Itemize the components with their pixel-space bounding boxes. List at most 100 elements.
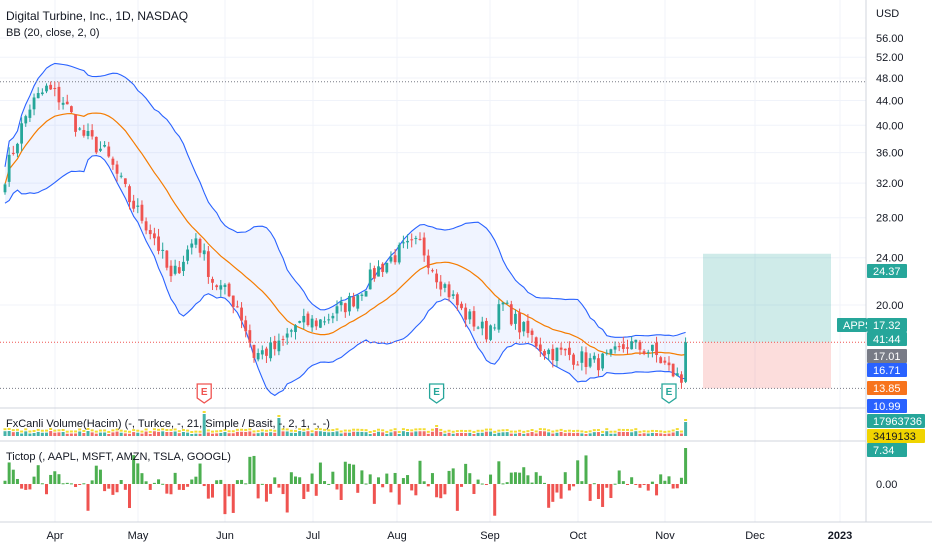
volume-bar <box>269 432 273 436</box>
time-tick-label: Nov <box>655 530 675 542</box>
volume-bar <box>302 431 306 436</box>
tictop-bar <box>559 484 563 499</box>
price-axis[interactable]: 56.00 52.00 48.00 44.00 40.00 36.00 32.00 28.00… <box>876 33 904 491</box>
candle-body <box>493 327 497 329</box>
candle-body <box>464 307 468 320</box>
candle-body <box>597 358 600 371</box>
volume-bar <box>148 433 152 436</box>
candle-body <box>468 311 472 320</box>
candle-body <box>119 175 123 177</box>
volume-bar <box>198 433 202 436</box>
tictop-bar <box>57 474 61 484</box>
price-tick-label: 20.00 <box>876 300 904 312</box>
tictop-bar <box>684 448 688 484</box>
candle-body <box>613 346 617 350</box>
volume-bar <box>663 433 667 436</box>
tictop-bar <box>140 473 144 484</box>
volume-ma-mark <box>148 430 152 433</box>
volume-ma-mark <box>592 429 596 432</box>
volume-bar <box>49 431 53 436</box>
candle-body <box>61 102 65 105</box>
candle-body <box>136 205 140 207</box>
tictop-bar <box>418 460 422 484</box>
volume-bar <box>547 432 551 436</box>
tictop-bar <box>294 476 297 484</box>
volume-bar <box>252 433 256 436</box>
tictop-bar <box>489 474 493 484</box>
price-badge: 17.01 <box>873 351 901 363</box>
volume-bar <box>650 432 654 436</box>
volume-bar <box>103 432 107 436</box>
volume-bar <box>289 432 293 436</box>
volume-bar <box>215 433 219 436</box>
volume-ma-mark <box>679 430 683 433</box>
candle-body <box>568 347 571 355</box>
candle-body <box>339 301 343 306</box>
volume-ma-mark <box>20 430 24 433</box>
price-badge-bg <box>867 318 907 332</box>
candle-body <box>680 374 683 383</box>
price-tick-label: 48.00 <box>876 73 904 85</box>
volume-bar <box>522 433 526 436</box>
volume-ma-mark <box>24 428 28 431</box>
tictop-bar <box>252 455 256 484</box>
tictop-bar <box>584 455 588 484</box>
tictop-bar <box>650 481 654 484</box>
candle-body <box>431 270 434 272</box>
volume-ma-mark <box>406 428 410 431</box>
volume-ma-mark <box>630 429 634 432</box>
tictop-bar <box>132 455 136 484</box>
volume-bar <box>144 431 148 436</box>
currency-label: USD <box>876 8 900 20</box>
volume-bar <box>613 433 617 436</box>
volume-bar <box>430 431 434 436</box>
earnings-marker: E <box>428 383 445 404</box>
tictop-bar <box>451 468 455 484</box>
volume-bar <box>464 433 468 436</box>
volume-ma-mark <box>123 430 127 433</box>
bb-legend: BB (20, close, 2, 0) <box>6 27 100 39</box>
tictop-bar <box>634 484 638 485</box>
volume-ma-mark <box>277 415 281 417</box>
candle-body <box>20 123 23 144</box>
candle-body <box>32 97 36 110</box>
position-tool[interactable] <box>703 253 831 389</box>
tictop-bar <box>509 472 513 484</box>
volume-ma-mark <box>347 429 351 432</box>
volume-bar <box>94 433 98 436</box>
tictop-bar <box>107 484 111 489</box>
volume-ma-mark <box>576 429 580 432</box>
volume-bar <box>248 431 252 436</box>
volume-ma-mark <box>211 430 214 433</box>
tictop-bar <box>260 483 264 485</box>
time-tick-label: Oct <box>569 530 586 542</box>
earnings-marker-label: E <box>201 387 208 398</box>
candle-body <box>509 304 513 325</box>
candle-body <box>572 354 575 365</box>
tictop-bar <box>327 483 331 485</box>
candle-body <box>256 353 260 360</box>
volume-bar <box>264 432 268 436</box>
candle-body <box>140 204 144 221</box>
volume-bar <box>381 432 385 436</box>
candle-body <box>319 319 322 328</box>
volume-ma-mark <box>435 425 439 427</box>
time-axis[interactable]: Apr May Jun Jul Aug Sep Oct Nov Dec 2023 <box>46 530 852 542</box>
candle-body <box>501 302 505 305</box>
tictop-badge: 7.34 <box>873 445 894 457</box>
tictop-bar <box>49 474 53 484</box>
candle-body <box>99 148 102 151</box>
candle-body <box>381 263 385 272</box>
volume-ma-mark <box>82 429 86 432</box>
candle-body <box>103 145 106 147</box>
volume-bar <box>480 432 484 436</box>
volume-bar <box>90 432 94 436</box>
tictop-bar <box>555 484 559 493</box>
candle-body <box>655 342 658 356</box>
volume-bar <box>227 433 231 436</box>
volume-bar <box>15 431 19 436</box>
earnings-marker-shape <box>196 383 212 404</box>
tictop-bar <box>605 484 609 488</box>
